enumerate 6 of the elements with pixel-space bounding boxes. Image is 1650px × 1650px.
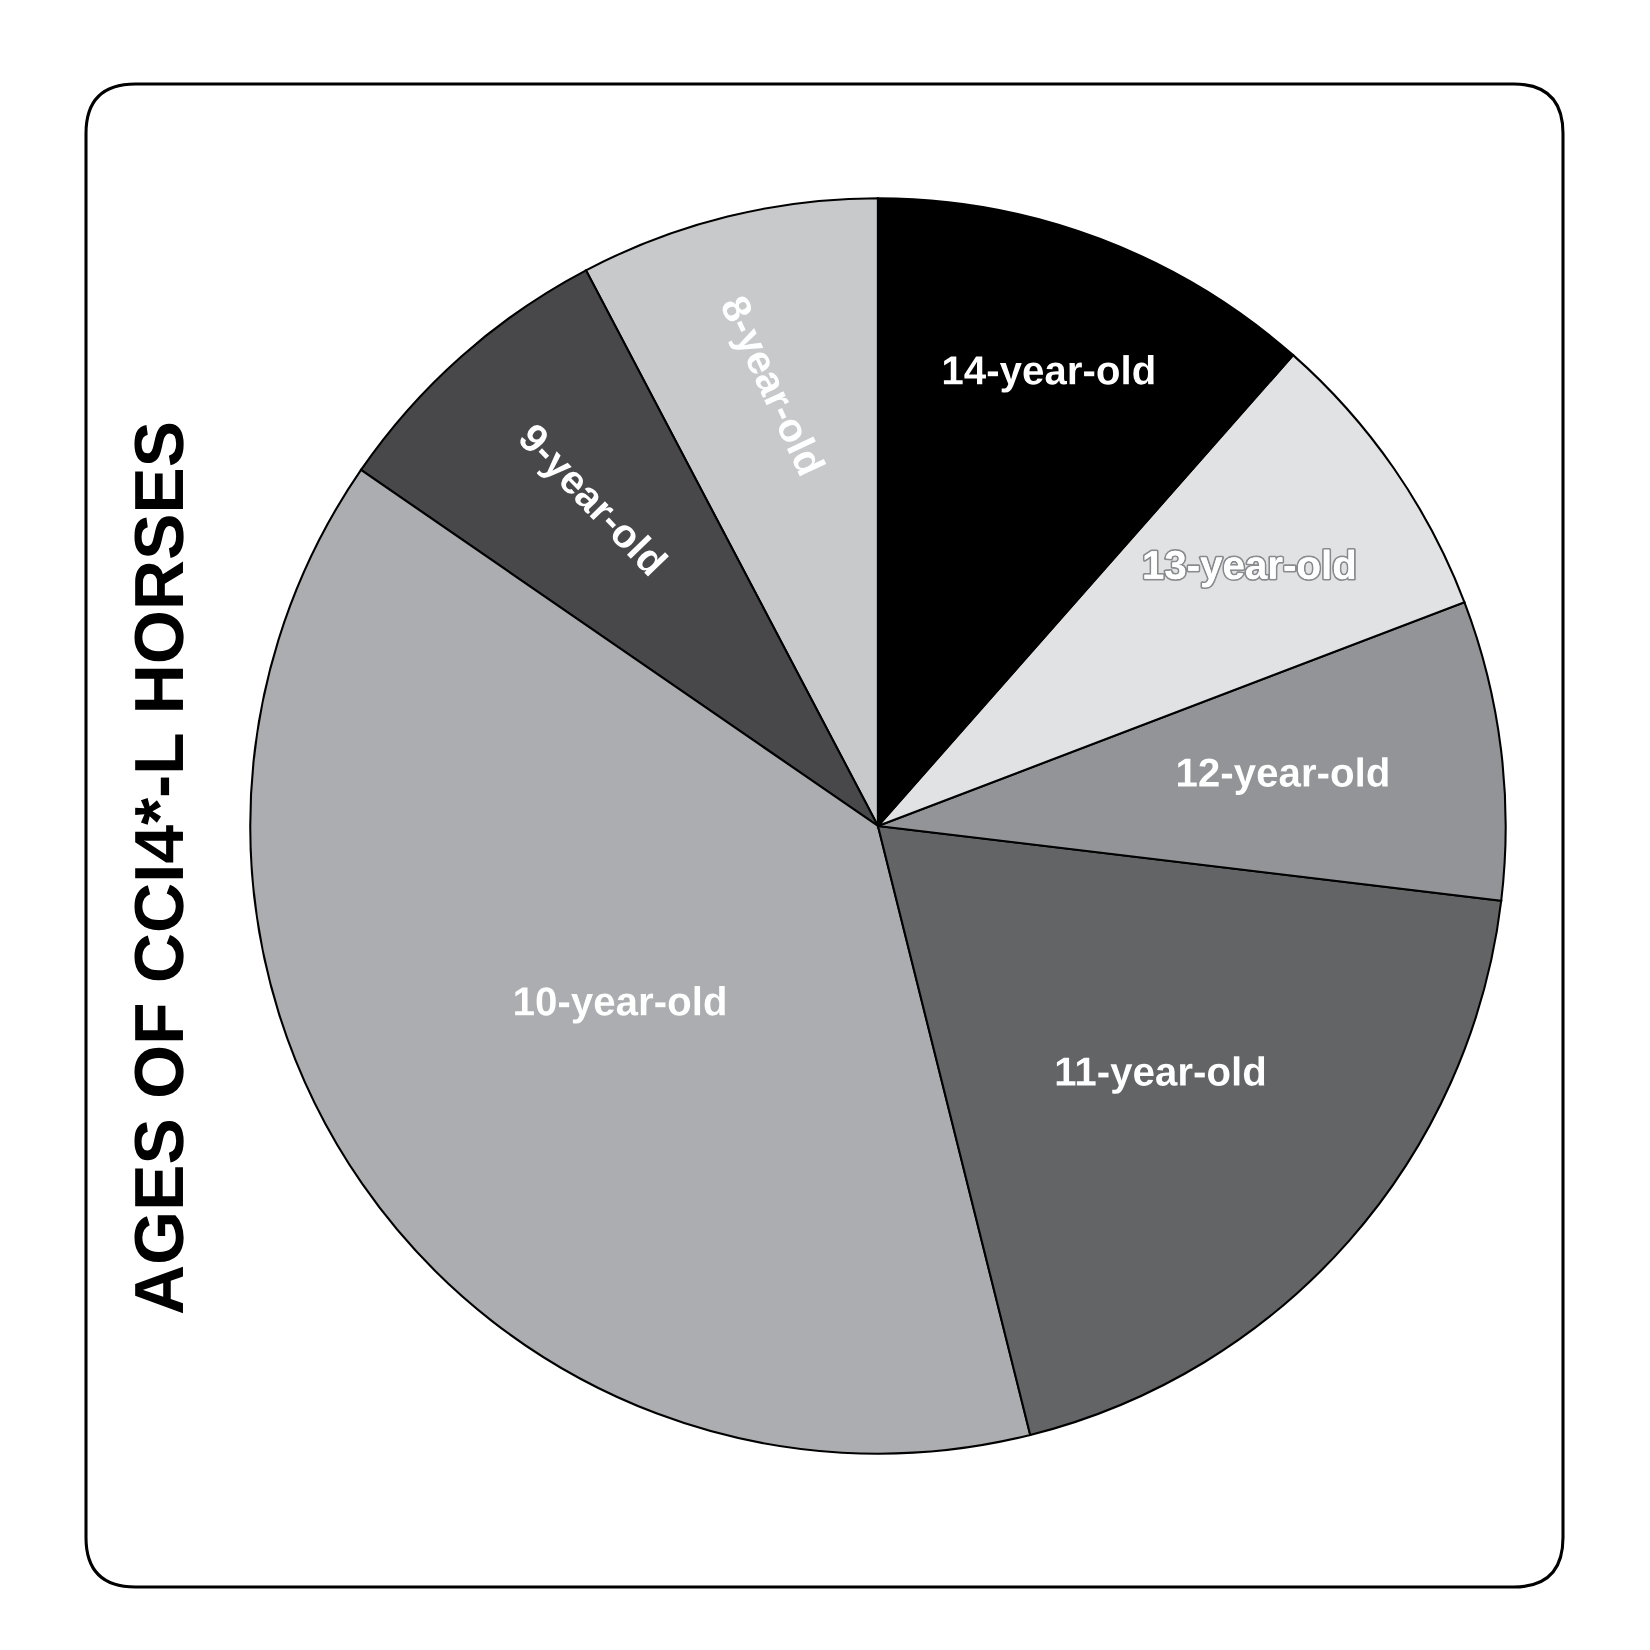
slice-label: 12-year-old [1178,757,1388,795]
slice-label: 10-year-old [515,986,725,1024]
slice-label: 14-year-old [943,355,1154,393]
slice-label: 11-year-old [1056,1056,1265,1094]
text: AGES OF CCI4*-L HORSES [134,423,184,1314]
slice-label: 13-year-old [1144,549,1355,588]
